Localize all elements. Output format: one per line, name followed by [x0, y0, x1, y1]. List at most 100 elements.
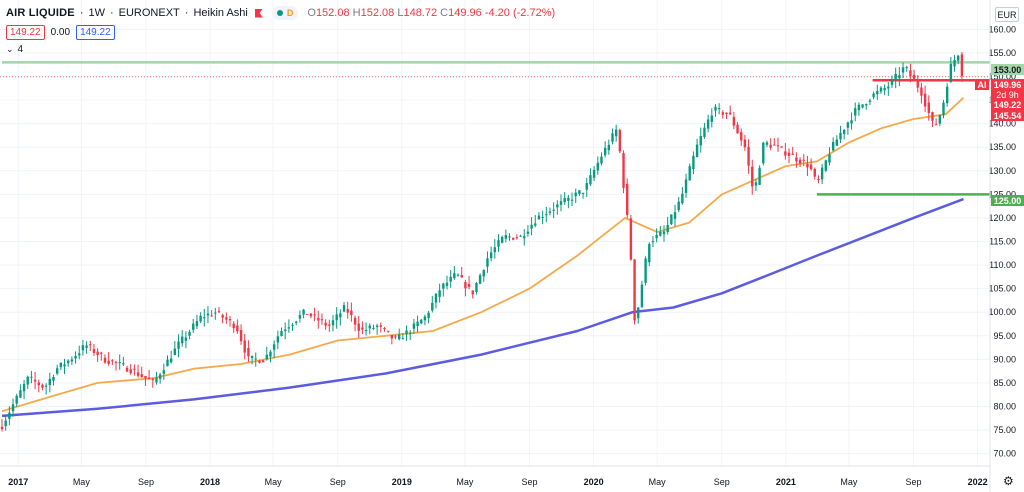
candle-body — [133, 368, 136, 370]
candle-body — [206, 313, 210, 316]
candle-body — [901, 67, 905, 73]
candle-body — [732, 117, 736, 126]
candle-body — [596, 162, 599, 171]
candle-body — [909, 70, 912, 76]
candle-body — [688, 166, 691, 181]
candle-body — [828, 154, 831, 163]
candle-body — [254, 358, 257, 360]
candle-body — [640, 284, 644, 308]
candle-body — [927, 102, 930, 113]
candle-body — [11, 404, 15, 412]
candle-body — [460, 275, 463, 278]
candle-body — [155, 377, 158, 383]
candle-body — [486, 258, 489, 267]
candle-body — [302, 309, 305, 315]
candle-body — [390, 335, 394, 339]
candle-body — [228, 319, 232, 321]
candle-body — [409, 332, 412, 334]
legend-sep: · — [79, 7, 84, 19]
candle-body — [846, 122, 850, 128]
symbol-name[interactable]: AIR LIQUIDE — [6, 7, 75, 19]
candle-body — [530, 224, 533, 229]
candle-body — [765, 142, 769, 145]
candle-body — [769, 144, 772, 148]
candle-body — [603, 147, 607, 156]
candle-body — [883, 87, 886, 91]
candle-body — [364, 329, 368, 331]
candle-body — [427, 312, 430, 319]
spread-value: 0.00 — [50, 27, 71, 38]
candle-body — [839, 132, 842, 140]
price-tick-label: 160.00 — [988, 24, 1016, 34]
candle-body — [475, 283, 478, 292]
candle-body — [831, 141, 835, 151]
candle-body — [276, 336, 280, 343]
candle-body — [225, 317, 228, 320]
candle-body — [203, 317, 206, 319]
candle-body — [758, 167, 761, 185]
candle-body — [431, 302, 434, 311]
candle-body — [258, 360, 261, 363]
candle-body — [559, 201, 563, 205]
flag-icon[interactable] — [254, 8, 263, 18]
candle-body — [519, 235, 522, 237]
candle-body — [500, 237, 504, 243]
time-tick-label: May — [649, 477, 667, 487]
high-value: 152.08 — [360, 7, 395, 19]
candle-body — [850, 120, 853, 124]
candle-body — [820, 167, 824, 180]
candle-body — [269, 351, 272, 357]
candle-body — [4, 420, 7, 427]
candle-body — [497, 240, 500, 247]
price-tick-label: 130.00 — [988, 166, 1016, 176]
candle-body — [217, 311, 221, 313]
sell-button[interactable]: 149.22 — [6, 25, 45, 40]
candle-body — [70, 359, 74, 362]
time-tick-label: Sep — [138, 477, 154, 487]
candle-body — [350, 310, 353, 316]
interval-label[interactable]: 1W — [88, 7, 105, 19]
candle-body — [482, 270, 485, 277]
time-tick-label: May — [265, 477, 283, 487]
candle-body — [648, 244, 651, 263]
candle-body — [265, 354, 268, 360]
candle-body — [806, 163, 809, 168]
ema-fast-polyline — [1, 97, 965, 413]
candle-body — [684, 179, 688, 193]
candle-body — [949, 63, 953, 83]
gear-icon[interactable]: ⚙ — [1003, 474, 1014, 488]
candle-body — [346, 309, 349, 313]
candle-body — [581, 192, 585, 194]
candle-body — [434, 293, 438, 303]
candle-body — [773, 144, 776, 146]
candle-body — [33, 379, 37, 382]
candle-body — [243, 340, 246, 353]
candle-body — [445, 282, 449, 286]
price-tick-label: 100.00 — [988, 307, 1016, 317]
candle-body — [666, 225, 669, 233]
price-levels — [0, 61, 990, 196]
candle-body — [173, 348, 177, 356]
currency-button[interactable]: EUR — [995, 7, 1019, 22]
candle-body — [887, 86, 890, 89]
candle-body — [802, 159, 805, 161]
chart-style-label[interactable]: Heikin Ashi — [193, 7, 248, 19]
buy-button[interactable]: 149.22 — [76, 25, 115, 40]
candle-body — [85, 345, 88, 348]
indicators-toggle[interactable]: ⌄ 4 — [6, 44, 23, 55]
price-tick-label: 105.00 — [988, 284, 1016, 294]
chevron-down-icon: ⌄ — [6, 44, 14, 54]
candle-body — [30, 376, 33, 378]
candle-body — [534, 223, 537, 226]
candle-body — [574, 192, 577, 197]
market-status-pill[interactable]: D — [271, 6, 299, 20]
candle-body — [342, 305, 346, 312]
time-tick-label: 2021 — [776, 477, 796, 487]
candle-body — [751, 166, 754, 187]
candle-body — [122, 363, 125, 365]
candle-body — [372, 327, 375, 329]
candle-body — [103, 357, 107, 363]
candle-body — [706, 119, 710, 129]
ohlc-values: O152.08 H152.08 L148.72 C149.96 -4.20 (-… — [307, 7, 556, 19]
